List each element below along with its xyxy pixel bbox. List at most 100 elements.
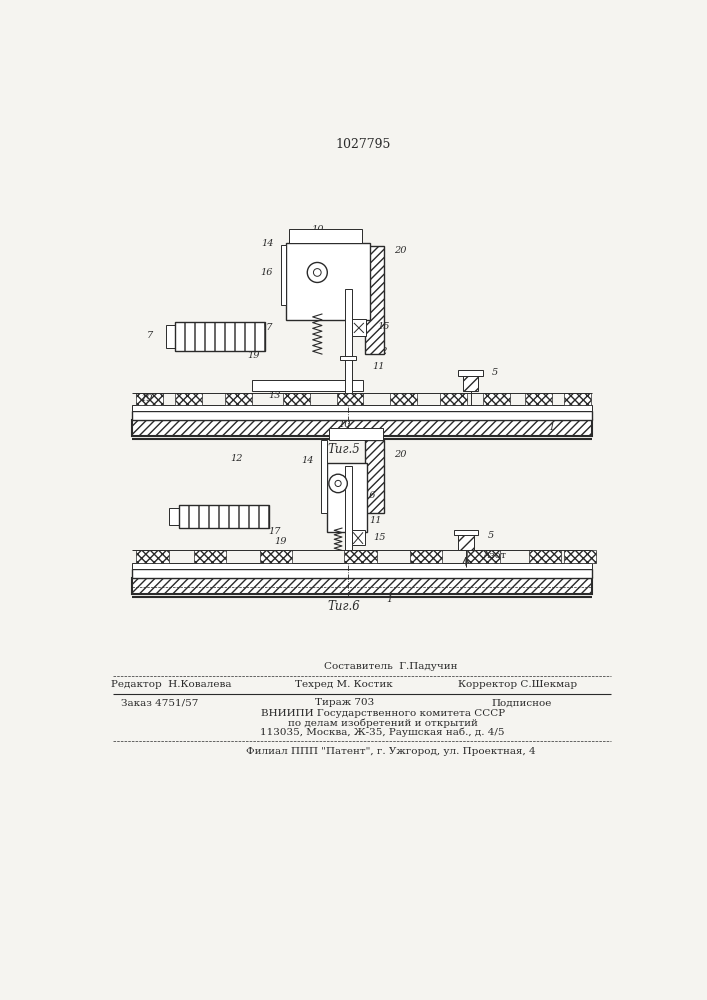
Bar	[529, 550, 561, 563]
Bar	[458, 370, 483, 376]
Bar	[321, 440, 327, 513]
Bar	[259, 505, 268, 528]
Bar	[340, 356, 356, 360]
Bar	[337, 393, 363, 405]
Text: ВНИИПИ Государственного комитета СССР: ВНИИПИ Государственного комитета СССР	[261, 709, 505, 718]
Bar	[440, 393, 467, 405]
Text: 13: 13	[269, 391, 281, 400]
Bar	[283, 393, 310, 405]
Text: 10: 10	[338, 420, 351, 429]
Bar	[132, 405, 592, 411]
Text: Редактор  Н.Ковалева: Редактор Н.Ковалева	[111, 680, 231, 689]
Bar	[286, 243, 370, 320]
Bar	[132, 578, 592, 594]
Text: 113035, Москва, Ж-35, Раушская наб., д. 4/5: 113035, Москва, Ж-35, Раушская наб., д. …	[260, 727, 505, 737]
Text: 19: 19	[140, 394, 153, 403]
Text: 11: 11	[370, 516, 382, 525]
Text: Τиг.5: Τиг.5	[328, 443, 361, 456]
Bar	[215, 322, 224, 351]
Text: 20: 20	[395, 246, 407, 255]
Text: Заказ 4751/57: Заказ 4751/57	[121, 698, 198, 707]
Text: Τиг.6: Τиг.6	[328, 600, 361, 613]
Text: Филиал ППП "Патент", г. Ужгород, ул. Проектная, 4: Филиал ППП "Патент", г. Ужгород, ул. Про…	[245, 747, 535, 756]
Bar	[132, 411, 592, 420]
Bar	[136, 550, 169, 563]
Text: 12: 12	[230, 454, 243, 463]
Bar	[132, 563, 592, 569]
Bar	[209, 505, 218, 528]
Text: Азот: Азот	[483, 551, 507, 560]
Bar	[352, 319, 366, 336]
Bar	[194, 550, 226, 563]
Text: Корректор С.Шекмар: Корректор С.Шекмар	[458, 680, 577, 689]
Bar	[245, 322, 254, 351]
Bar	[345, 466, 352, 550]
Bar	[365, 440, 383, 513]
Bar	[199, 505, 208, 528]
Text: 19: 19	[247, 351, 259, 360]
Bar	[249, 505, 258, 528]
Text: 19: 19	[274, 537, 286, 546]
Bar	[205, 322, 214, 351]
Bar	[563, 550, 596, 563]
Text: 14: 14	[301, 456, 313, 465]
Text: 5: 5	[487, 531, 493, 540]
Bar	[454, 530, 478, 535]
Text: 20: 20	[395, 450, 407, 459]
Bar	[175, 322, 265, 351]
Bar	[218, 505, 228, 528]
Circle shape	[308, 262, 327, 282]
Bar	[409, 550, 442, 563]
Bar	[225, 322, 234, 351]
Text: 17: 17	[260, 323, 273, 332]
Bar	[252, 380, 363, 391]
Bar	[525, 393, 552, 405]
Bar	[329, 428, 382, 440]
Text: Тираж 703: Тираж 703	[315, 698, 374, 707]
Text: 16: 16	[260, 268, 273, 277]
Bar	[179, 505, 188, 528]
Text: Техред М. Костик: Техред М. Костик	[296, 680, 393, 689]
Bar	[463, 376, 478, 391]
Bar	[352, 530, 365, 545]
Bar	[365, 246, 383, 354]
Text: 17: 17	[268, 527, 281, 536]
Text: 16: 16	[363, 491, 376, 500]
Text: 15: 15	[373, 533, 386, 542]
Bar	[229, 505, 238, 528]
Text: 14: 14	[261, 239, 274, 248]
Bar	[255, 322, 264, 351]
Bar	[467, 550, 500, 563]
Bar	[390, 393, 417, 405]
Text: 15: 15	[378, 322, 390, 331]
Bar	[189, 505, 198, 528]
Bar	[344, 550, 377, 563]
Bar	[132, 420, 592, 436]
Text: 5: 5	[492, 368, 498, 377]
Bar	[345, 289, 352, 393]
Bar	[185, 322, 194, 351]
Text: по делам изобретений и открытий: по делам изобретений и открытий	[288, 718, 478, 728]
Bar	[179, 505, 269, 528]
Text: 10: 10	[311, 225, 324, 234]
Bar	[483, 393, 510, 405]
Bar	[327, 463, 366, 532]
Bar	[136, 393, 163, 405]
Bar	[165, 325, 175, 348]
Text: 7: 7	[147, 331, 153, 340]
Text: 11: 11	[373, 362, 385, 371]
Text: 1027795: 1027795	[335, 138, 390, 151]
Text: 1: 1	[387, 595, 393, 604]
Bar	[225, 393, 252, 405]
Bar	[235, 322, 244, 351]
Text: Подписное: Подписное	[491, 698, 551, 707]
Circle shape	[329, 474, 347, 493]
Bar	[132, 569, 592, 578]
Bar	[175, 393, 201, 405]
Bar	[259, 550, 292, 563]
Bar	[563, 393, 590, 405]
Bar	[195, 322, 204, 351]
Text: 12: 12	[375, 347, 387, 356]
Text: Составитель  Г.Падучин: Составитель Г.Падучин	[324, 662, 457, 671]
Bar	[288, 229, 362, 243]
